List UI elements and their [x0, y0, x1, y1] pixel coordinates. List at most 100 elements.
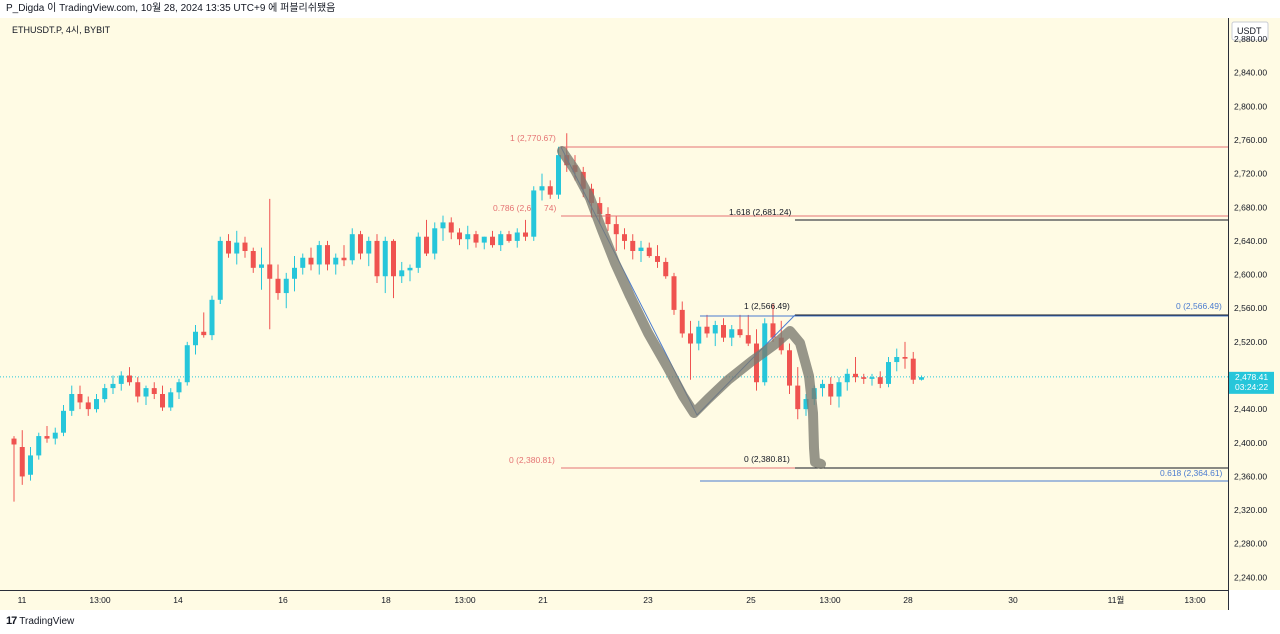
tradingview-logo-icon: 17 — [6, 615, 17, 627]
time-tick-label: 14 — [173, 595, 183, 605]
candle-up — [118, 375, 124, 384]
candle-down — [622, 234, 627, 241]
candle-down — [630, 240, 636, 252]
candle-down — [160, 394, 165, 408]
candle-up — [844, 373, 850, 383]
price-tick-label: 2,360.00 — [1234, 471, 1267, 481]
candle-down — [547, 186, 553, 195]
candle-down — [226, 240, 231, 254]
candle-down — [523, 232, 528, 237]
price-tick-label: 2,880.00 — [1234, 34, 1267, 44]
tradingview-brand-text: TradingView — [19, 615, 75, 627]
price-tick-label: 2,440.00 — [1234, 404, 1267, 414]
candle-up — [407, 267, 413, 271]
candle-down — [457, 232, 462, 240]
price-axis-ticks: 2,240.00 2,280.00 2,320.00 2,360.00 2,400.00… — [1234, 34, 1267, 582]
time-tick-label: 13:00 — [1184, 595, 1206, 605]
tradingview-logo[interactable]: 17 TradingView — [6, 615, 74, 627]
candle-up — [432, 228, 438, 254]
candle-up — [465, 234, 471, 240]
candle-down — [267, 264, 273, 279]
candle-up — [803, 399, 809, 410]
candle-up — [259, 264, 264, 268]
footer-bar: 17 TradingView — [0, 610, 1280, 634]
ext-1618-label: 1.618 (2,681.24) — [729, 207, 792, 217]
candle-up — [143, 388, 149, 397]
candle-down — [646, 247, 652, 257]
candle-down — [688, 333, 693, 344]
candle-down — [448, 222, 454, 233]
candle-down — [490, 236, 495, 246]
candle-down — [44, 436, 50, 439]
candle-up — [919, 377, 924, 380]
time-tick-label: 13:00 — [454, 595, 476, 605]
price-tick-label: 2,840.00 — [1234, 68, 1267, 78]
candle-up — [52, 432, 58, 439]
price-tick-label: 2,600.00 — [1234, 270, 1267, 280]
candle-up — [894, 356, 900, 363]
last-price-value: 2,478.41 — [1235, 372, 1268, 382]
candlestick-chart[interactable]: ETHUSDT.P, 4시, BYBIT USDT 2,240.00 2,280.… — [0, 18, 1280, 610]
candle-up — [333, 257, 339, 265]
time-tick-label: 16 — [278, 595, 288, 605]
candle-down — [127, 375, 132, 383]
time-tick-label: 18 — [381, 595, 391, 605]
candle-up — [556, 155, 561, 195]
candle-up — [729, 329, 735, 338]
brush-highlight-stroke[interactable] — [557, 146, 826, 469]
candle-down — [391, 240, 396, 277]
time-tick-label: 11월 — [1108, 595, 1125, 605]
candle-up — [696, 326, 702, 344]
chart-area[interactable]: ETHUSDT.P, 4시, BYBIT USDT 2,240.00 2,280.… — [0, 18, 1280, 610]
fib-0786-label-tail: 74) — [544, 203, 556, 213]
candle-up — [415, 236, 421, 268]
candle-down — [770, 323, 776, 338]
time-axis-ticks: 11 13:00 14 16 18 13:00 21 23 25 13:00 28 30 11월 13:0… — [18, 595, 1206, 605]
candle-up — [28, 455, 33, 475]
candle-down — [308, 257, 314, 265]
candle-up — [712, 325, 718, 334]
candle-up — [514, 232, 520, 241]
candle-down — [910, 358, 916, 380]
fib-0786-label: 0.786 (2,6 — [493, 203, 532, 213]
publish-info-text: P_Digda 이 TradingView.com, 10월 28, 2024 … — [6, 3, 336, 14]
candle-up — [498, 234, 504, 246]
candle-up — [869, 377, 875, 379]
blue-0-label: 0 (2,566.49) — [1176, 301, 1222, 311]
candle-down — [787, 350, 792, 386]
candle-up — [176, 382, 182, 393]
candle-down — [77, 394, 83, 403]
candle-down — [861, 377, 867, 379]
time-tick-label: 30 — [1008, 595, 1018, 605]
last-price-tag — [1229, 371, 1274, 394]
candle-down — [341, 257, 347, 261]
price-tick-label: 2,520.00 — [1234, 337, 1267, 347]
fib-extension-black[interactable]: 1.618 (2,681.24) 1 (2,566.49) 0 (2,380.8… — [729, 207, 1228, 469]
countdown-value: 03:24:22 — [1235, 382, 1268, 392]
candle-up — [234, 242, 240, 254]
time-axis-background[interactable] — [0, 590, 1228, 610]
price-tick-label: 2,640.00 — [1234, 236, 1267, 246]
candle-up — [366, 240, 372, 254]
currency-box[interactable] — [1231, 21, 1269, 41]
currency-label[interactable]: USDT — [1237, 26, 1262, 36]
fib-1-label: 1 (2,770.67) — [510, 133, 556, 143]
price-axis-background[interactable] — [1228, 18, 1280, 590]
candle-up — [820, 383, 825, 389]
candle-down — [737, 329, 743, 336]
candle-up — [638, 247, 644, 252]
candle-up — [110, 383, 116, 389]
candle-up — [209, 299, 215, 336]
candle-up — [94, 399, 99, 410]
time-tick-label: 25 — [746, 595, 756, 605]
price-tick-label: 2,400.00 — [1234, 438, 1267, 448]
candle-up — [217, 240, 223, 300]
candle-up — [316, 245, 322, 265]
publish-header: P_Digda 이 TradingView.com, 10월 28, 2024 … — [0, 0, 1280, 18]
candle-down — [877, 377, 883, 384]
ext-0-label: 0 (2,380.81) — [744, 454, 790, 464]
candle-down — [242, 242, 248, 252]
price-tick-label: 2,680.00 — [1234, 202, 1267, 212]
candle-down — [325, 245, 330, 265]
price-tick-label: 2,800.00 — [1234, 101, 1267, 111]
